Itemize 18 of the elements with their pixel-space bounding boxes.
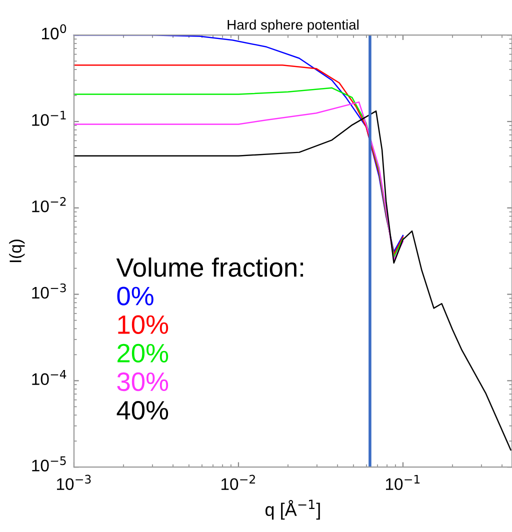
chart-title: Hard sphere potential <box>228 19 358 32</box>
text: 20% <box>118 344 168 363</box>
text: 0% <box>117 286 154 306</box>
text: 40% <box>116 400 168 420</box>
legend-title: Volume fraction: <box>116 257 304 277</box>
y-axis-title: I(q) <box>9 240 25 262</box>
x-axis-title: q [Å$^{−1}$] <box>265 500 320 520</box>
y-tick-label: 10$^{−2}$ <box>32 197 66 212</box>
y-tick-label: 10$^{−3}$ <box>32 283 66 299</box>
x-tick-label: 10$^{−2}$ <box>222 474 255 490</box>
y-tick-label: 10$^{0}$ <box>42 24 66 40</box>
y-tick-label: 10$^{−4}$ <box>32 370 66 386</box>
text: 10% <box>118 315 168 334</box>
y-tick-label: 10$^{−1}$ <box>32 110 66 126</box>
x-tick-label: 10$^{−3}$ <box>57 474 91 490</box>
text: 30% <box>117 372 168 392</box>
x-tick-label: 10$^{−1}$ <box>386 474 420 490</box>
y-tick-label: 10$^{−5}$ <box>32 456 66 472</box>
